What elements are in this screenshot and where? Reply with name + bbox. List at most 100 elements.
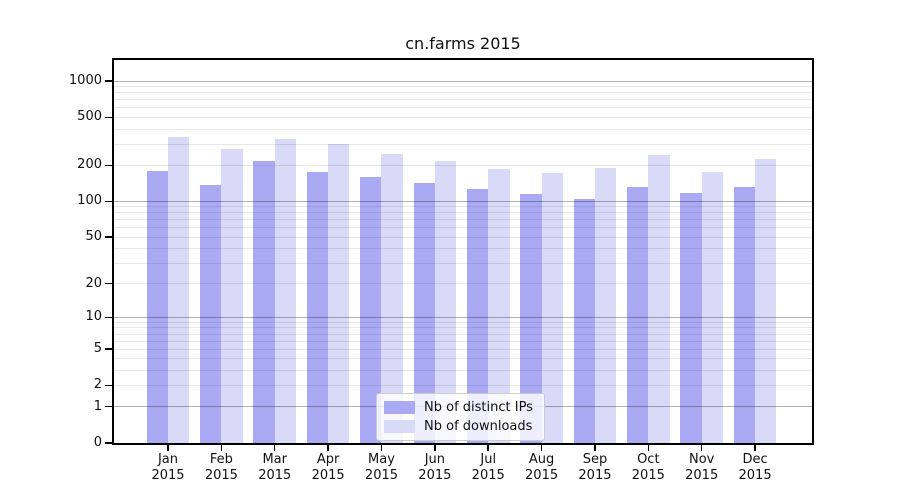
y-tick-label: 5	[93, 341, 102, 357]
bar-ips-5	[413, 182, 435, 443]
x-tick-label: Oct 2015	[631, 452, 665, 483]
x-tick-label: Jul 2015	[471, 452, 505, 483]
gridline-minor	[114, 333, 812, 335]
x-tick	[167, 445, 169, 451]
y-tick	[105, 164, 112, 167]
gridline-minor	[114, 107, 812, 109]
y-tick-label: 10	[85, 309, 102, 325]
gridline-minor	[114, 340, 812, 342]
bar-downloads-3	[328, 144, 350, 443]
legend-item-label: Nb of distinct IPs	[424, 400, 533, 415]
y-tick	[105, 384, 112, 387]
gridline-major	[114, 200, 812, 202]
bar-ips-6	[466, 188, 489, 443]
y-tick	[105, 80, 112, 82]
gridline-minor	[114, 248, 812, 250]
x-tick-label: Aug 2015	[525, 452, 559, 483]
bar-ips-3	[306, 171, 329, 443]
gridline-minor	[114, 348, 812, 350]
y-tick	[105, 236, 112, 238]
bar-ips-1	[200, 184, 222, 443]
bar-ips-8	[573, 199, 595, 443]
y-tick-label: 20	[85, 275, 102, 291]
bar-ips-0	[146, 171, 168, 443]
gridline-minor	[114, 212, 812, 214]
gridline-minor	[114, 164, 812, 166]
gridline-minor	[114, 143, 812, 145]
gridline-major	[114, 80, 812, 82]
y-tick-label: 50	[85, 229, 102, 245]
gridline-minor	[114, 384, 812, 386]
plot-area: 0 1 2 5 10 20 50 100 200 500 1000 Jan 2015 Feb 2015 M…	[69, 58, 814, 483]
x-tick-label: Nov 2015	[685, 452, 719, 483]
bar-downloads-11	[755, 159, 777, 443]
gridline-minor	[114, 92, 812, 94]
chart-title: cn.farms 2015	[405, 34, 521, 53]
legend-item: Nb of downloads	[384, 417, 533, 436]
y-tick-label: 0	[93, 435, 102, 450]
gridline-minor	[114, 99, 812, 101]
bar-ips-9	[627, 187, 649, 443]
x-tick-label: Sep 2015	[578, 452, 612, 483]
y-tick	[105, 200, 112, 203]
x-tick	[220, 445, 223, 451]
legend-swatch-ips	[384, 401, 415, 414]
gridline-minor	[114, 116, 812, 118]
gridline-minor	[114, 283, 812, 285]
y-tick-label: 200	[77, 157, 102, 173]
x-tick	[434, 445, 436, 451]
x-tick-label: Feb 2015	[204, 452, 238, 483]
x-tick	[327, 445, 329, 451]
x-tick-label: Jan 2015	[151, 452, 185, 483]
gridline-minor	[114, 327, 812, 329]
bar-ips-7	[520, 193, 542, 443]
bar-downloads-2	[274, 139, 297, 443]
gridline-minor	[114, 227, 812, 229]
axis-layer: 0 1 2 5 10 20 50 100 200 500 1000 Jan 2015 Feb 2015 M…	[69, 60, 812, 483]
bar-downloads-5	[434, 161, 457, 443]
bar-ips-2	[253, 161, 275, 443]
y-tick	[105, 282, 112, 285]
legend-item: Nb of distinct IPs	[384, 398, 533, 417]
gridline-minor	[114, 321, 812, 323]
bar-ips-11	[733, 187, 756, 443]
bar-downloads-9	[648, 154, 670, 443]
x-tick	[754, 445, 756, 451]
bar-downloads-10	[701, 172, 723, 443]
x-tick-label: Dec 2015	[738, 452, 772, 483]
y-tick	[105, 316, 112, 319]
legend: Nb of distinct IPs Nb of downloads	[376, 393, 545, 441]
gridline-minor	[114, 128, 812, 130]
y-tick-label: 1000	[68, 73, 102, 89]
gridline-minor	[114, 369, 812, 371]
gridline-major	[114, 316, 812, 319]
x-tick	[540, 445, 543, 451]
gridline-minor	[114, 86, 812, 88]
bar-ips-4	[360, 176, 382, 443]
x-tick	[487, 445, 489, 451]
bar-downloads-7	[541, 173, 563, 443]
y-tick	[105, 405, 112, 408]
gridline-minor	[114, 358, 812, 360]
x-tick	[700, 445, 703, 451]
x-tick-label: May 2015	[364, 452, 399, 483]
y-tick-label: 100	[77, 193, 102, 209]
bar-downloads-1	[221, 149, 243, 443]
gridline-minor	[114, 206, 812, 208]
x-tick	[647, 445, 650, 451]
y-tick-label: 500	[77, 109, 102, 125]
x-tick-label: Mar 2015	[258, 452, 292, 483]
x-tick-label: Apr 2015	[311, 452, 345, 483]
x-tick	[380, 445, 383, 451]
y-tick-label: 2	[93, 377, 102, 393]
legend-item-label: Nb of downloads	[424, 419, 533, 434]
bar-ips-10	[680, 192, 702, 443]
x-tick	[273, 445, 276, 451]
y-tick	[105, 442, 112, 444]
bar-downloads-6	[488, 169, 510, 443]
y-tick-label: 1	[93, 398, 102, 414]
x-tick-label: Jun 2015	[418, 452, 452, 483]
gridline-minor	[114, 262, 812, 264]
bars-layer	[114, 60, 812, 443]
